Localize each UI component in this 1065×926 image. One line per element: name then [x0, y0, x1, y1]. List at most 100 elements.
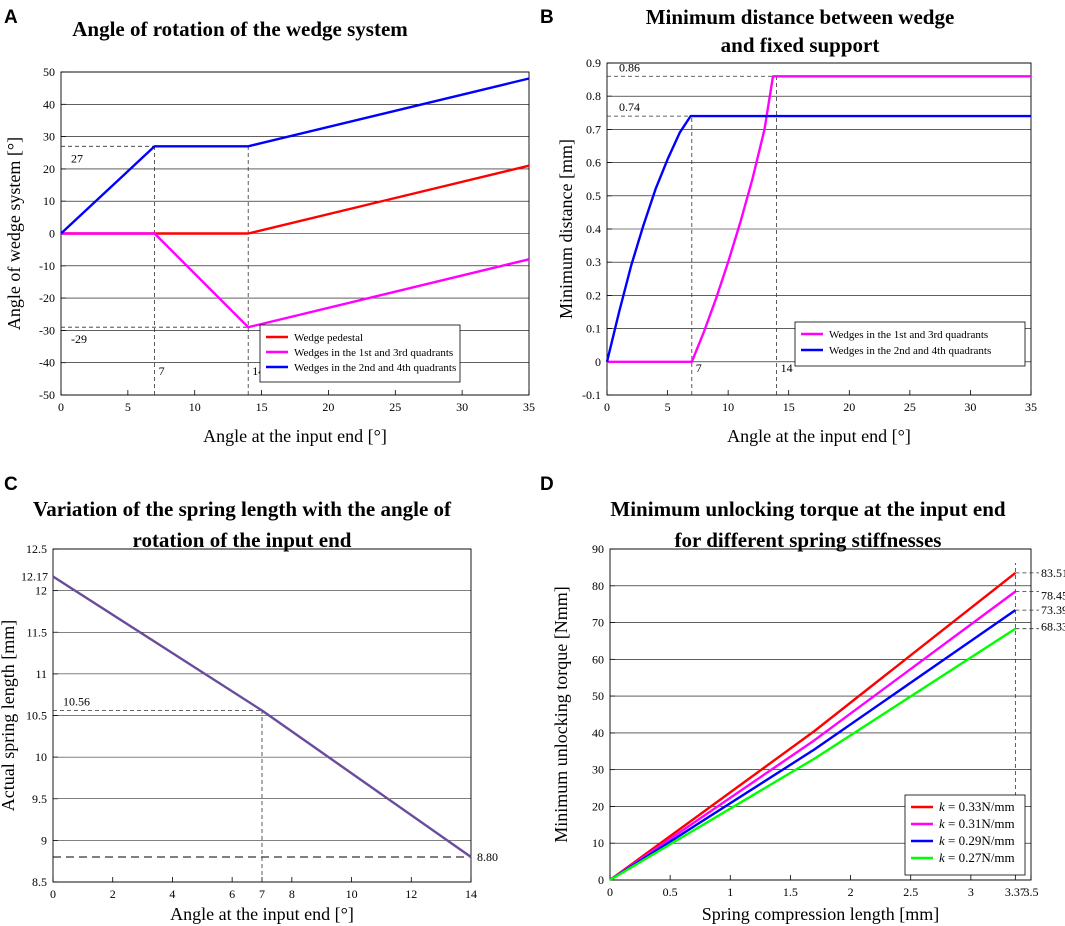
x-tick-label: 35 — [1025, 400, 1037, 414]
x-tick-label: 0 — [50, 887, 56, 901]
y-tick-label: 0 — [595, 355, 601, 369]
x-tick-label: 20 — [322, 400, 334, 414]
y-tick-label: -10 — [39, 259, 55, 273]
y-axis-label: Actual spring length [mm] — [0, 620, 18, 811]
series-line-3 — [609, 609, 1017, 882]
series-line-4 — [609, 627, 1017, 882]
series-line-1 — [52, 575, 472, 858]
x-tick-label: 4 — [169, 887, 175, 901]
annotation-label: 73.39 — [1041, 603, 1065, 617]
y-tick-label: 0.8 — [586, 89, 601, 103]
y-axis-label: Angle of wedge system [°] — [4, 137, 24, 330]
y-tick-label: 90 — [592, 542, 604, 556]
annotation-label: 0.86 — [619, 60, 640, 74]
legend-label-1: Wedge pedestal — [294, 332, 363, 344]
y-tick-label: 70 — [592, 616, 604, 630]
y-tick-label: 0.9 — [586, 56, 601, 70]
x-tick-label: 1 — [727, 885, 733, 899]
chart-title-c: Variation of the spring length with the … — [33, 497, 452, 521]
annotation-label: 68.33 — [1041, 620, 1065, 634]
annotation-label: 7 — [159, 364, 165, 378]
y-tick-label: 60 — [592, 652, 604, 666]
y-tick-label: -40 — [39, 356, 55, 370]
chart-title-a: Angle of rotation of the wedge system — [72, 17, 408, 41]
panel-letter-d: D — [540, 474, 554, 495]
y-tick-label: 50 — [43, 65, 55, 79]
y-tick-label: -50 — [39, 388, 55, 402]
panel-letter-a: A — [4, 7, 18, 28]
chart-panel-d: Minimum unlocking torque at the input en… — [551, 497, 1065, 924]
series-line-2 — [61, 232, 530, 329]
x-tick-label: 15 — [256, 400, 268, 414]
legend-box — [794, 321, 1026, 367]
legend: Wedges in the 1st and 3rd quadrants Wedge… — [794, 321, 1026, 367]
y-tick-label: 20 — [43, 162, 55, 176]
annotation-label: 27 — [71, 151, 83, 165]
panel-letter-c: C — [4, 474, 18, 495]
y-tick-label: 10.5 — [26, 709, 47, 723]
y-tick-label: 30 — [592, 763, 604, 777]
legend-label-4: k = 0.27N/mm — [939, 850, 1015, 865]
x-axis-label: Spring compression length [mm] — [702, 904, 939, 924]
y-tick-label: 0.3 — [586, 255, 601, 269]
plot-frame — [606, 62, 1032, 396]
y-tick-label: 50 — [592, 689, 604, 703]
y-tick-label: 20 — [592, 799, 604, 813]
series-line-3 — [60, 77, 530, 235]
y-tick-label: 0 — [598, 873, 604, 887]
y-axis-label: Minimum unlocking torque [Nmm] — [551, 586, 571, 842]
x-tick-label: 0.5 — [663, 885, 678, 899]
plot-frame — [609, 548, 1032, 881]
y-tick-label: 9.5 — [32, 792, 47, 806]
x-tick-label: 8 — [289, 887, 295, 901]
chart-panel-b: Minimum distance between wedge and fixed … — [556, 5, 1037, 446]
x-tick-label: 10 — [346, 887, 358, 901]
x-tick-label: 10 — [722, 400, 734, 414]
y-tick-label: -20 — [39, 291, 55, 305]
x-tick-label: 2 — [110, 887, 116, 901]
chart-title-c-line2: rotation of the input end — [133, 528, 352, 552]
chart-title-d-line2: for different spring stiffnesses — [675, 528, 942, 552]
legend: k = 0.33N/mm k = 0.31N/mm k = 0.29N/mm k = … — [904, 794, 1026, 876]
y-tick-label: 0.6 — [586, 156, 601, 170]
legend-label-2: k = 0.31N/mm — [939, 816, 1015, 831]
y-tick-label: 0 — [49, 227, 55, 241]
legend-label-2: Wedges in the 1st and 3rd quadrants — [294, 347, 453, 359]
x-tick-label: 35 — [523, 400, 535, 414]
series-line-1 — [609, 571, 1017, 881]
x-tick-label: 3.37 — [1005, 885, 1026, 899]
y-tick-label: 12 — [35, 584, 47, 598]
legend-label-3: Wedges in the 2nd and 4th quadrants — [294, 362, 456, 374]
x-tick-label: 15 — [783, 400, 795, 414]
legend-label-1: Wedges in the 1st and 3rd quadrants — [829, 329, 988, 341]
x-tick-label: 12 — [405, 887, 417, 901]
y-tick-label: 0.1 — [586, 322, 601, 336]
y-tick-label: 0.5 — [586, 189, 601, 203]
series-line-2 — [605, 114, 1031, 363]
chart-title-d: Minimum unlocking torque at the input en… — [610, 497, 1006, 521]
x-tick-label: 5 — [665, 400, 671, 414]
series-line-1 — [607, 75, 1031, 363]
chart-title-b-line2: and fixed support — [721, 33, 880, 57]
annotation-label: -29 — [71, 332, 87, 346]
y-tick-label: 0.2 — [586, 288, 601, 302]
legend-box — [259, 324, 461, 383]
legend-box — [904, 794, 1026, 876]
x-tick-label: 0 — [604, 400, 610, 414]
series-line-1 — [61, 164, 530, 235]
y-tick-label: 40 — [592, 726, 604, 740]
legend-label-2: Wedges in the 2nd and 4th quadrants — [829, 345, 991, 357]
legend-label-1: k = 0.33N/mm — [939, 799, 1015, 814]
annotation-label: 10.56 — [63, 695, 90, 709]
y-tick-label: 10 — [592, 836, 604, 850]
y-tick-label: 80 — [592, 579, 604, 593]
x-tick-label: 6 — [229, 887, 235, 901]
annotation-label: 0.74 — [619, 100, 640, 114]
legend-label-3: k = 0.29N/mm — [939, 833, 1015, 848]
chart-title-b: Minimum distance between wedge — [646, 5, 955, 29]
y-tick-label: 0.4 — [586, 222, 601, 236]
x-axis-label: Angle at the input end [°] — [203, 426, 387, 446]
y-tick-label: 10 — [35, 750, 47, 764]
y-tick-label: 30 — [43, 130, 55, 144]
x-tick-label: 10 — [189, 400, 201, 414]
